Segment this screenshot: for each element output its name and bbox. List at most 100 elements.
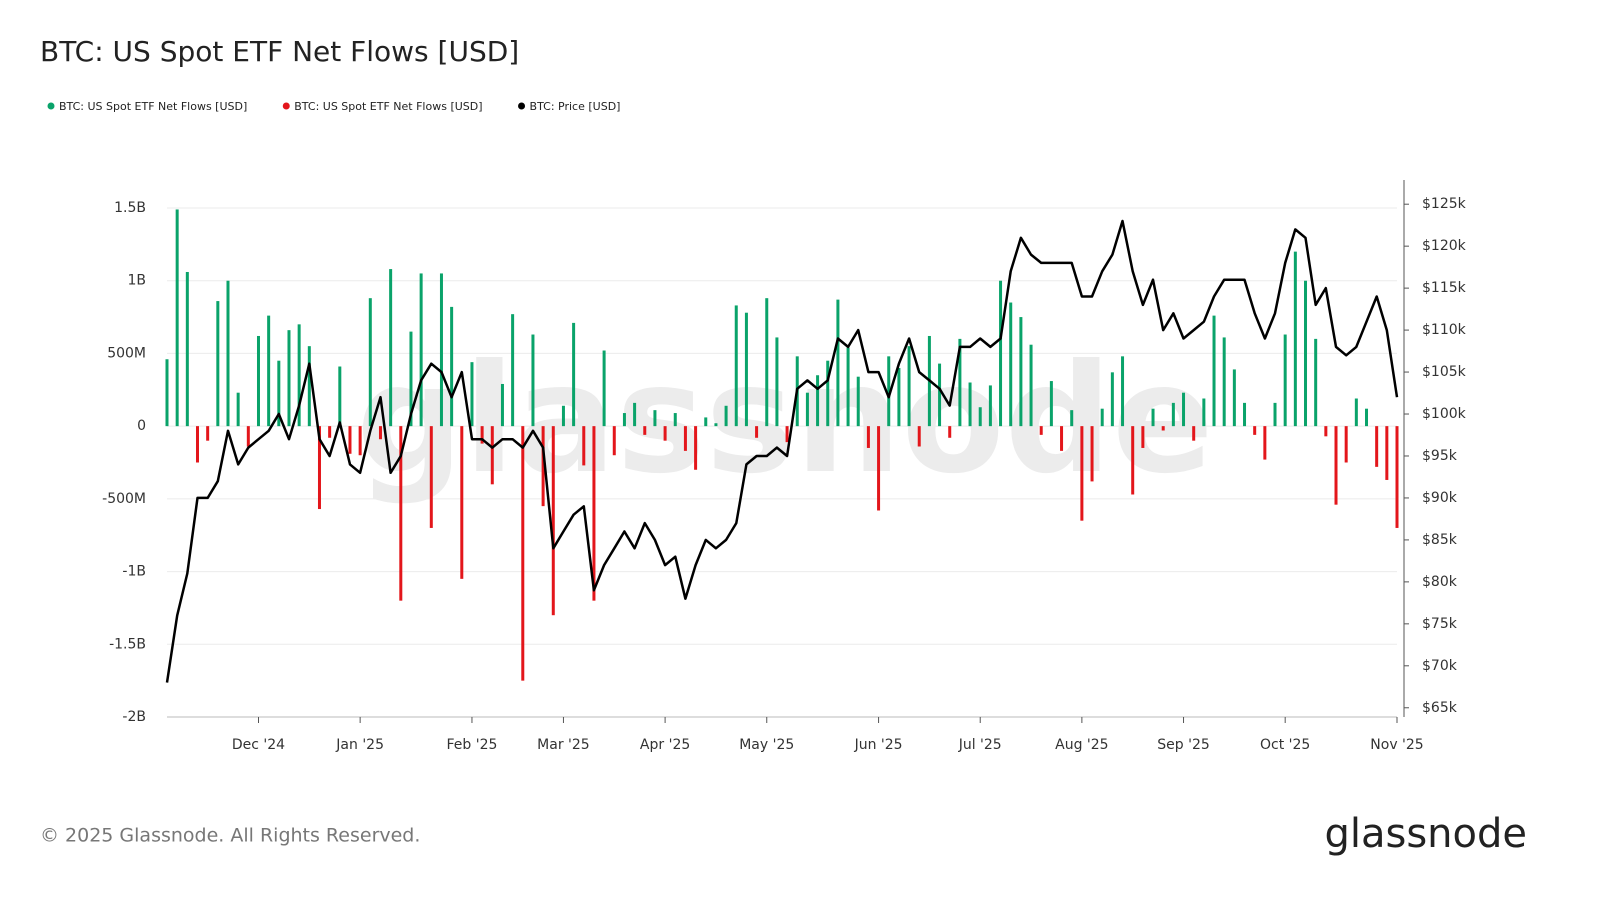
bar <box>1192 426 1196 441</box>
bar <box>582 426 586 466</box>
bar <box>175 209 179 427</box>
bar <box>378 426 382 440</box>
x-tick-label: Jul '25 <box>958 737 1002 753</box>
bar <box>633 402 637 427</box>
bar <box>1283 334 1287 427</box>
bar <box>836 299 840 427</box>
bar <box>1202 398 1206 427</box>
bar <box>653 410 657 427</box>
bar <box>1354 398 1358 427</box>
y2-tick-label: $70k <box>1422 658 1458 674</box>
bar <box>236 392 240 427</box>
bar <box>877 426 881 511</box>
bar <box>917 426 921 447</box>
legend-marker <box>47 102 55 110</box>
bar <box>185 271 189 427</box>
bar <box>866 426 870 448</box>
bar <box>531 334 535 427</box>
bar <box>663 426 667 441</box>
bar <box>1182 392 1186 427</box>
bar <box>307 346 311 427</box>
bar <box>1232 369 1236 427</box>
bar <box>1009 302 1013 427</box>
bar <box>1263 426 1267 460</box>
bar <box>358 426 362 456</box>
bar <box>195 426 199 463</box>
x-tick-label: Aug '25 <box>1055 737 1108 753</box>
bar <box>612 426 616 456</box>
x-tick-label: Feb '25 <box>447 737 498 753</box>
bar <box>704 417 708 427</box>
bar <box>439 273 443 427</box>
bar <box>887 356 891 427</box>
bar <box>1070 410 1074 427</box>
bar <box>1385 426 1389 480</box>
y-tick-label: -500M <box>102 491 146 507</box>
y2-tick-label: $110k <box>1422 322 1467 338</box>
bar <box>968 382 972 427</box>
bar <box>551 426 555 616</box>
bar <box>999 280 1003 427</box>
bar <box>978 407 982 427</box>
bar <box>1304 280 1308 427</box>
x-tick-label: Dec '24 <box>232 737 285 753</box>
legend-label: BTC: US Spot ETF Net Flows [USD] <box>294 100 482 113</box>
bar <box>1161 426 1165 431</box>
legend-label: BTC: US Spot ETF Net Flows [USD] <box>59 100 247 113</box>
bar <box>409 331 413 427</box>
bar <box>958 338 962 427</box>
bar <box>1395 426 1399 528</box>
y2-tick-label: $100k <box>1422 406 1467 422</box>
y2-tick-label: $65k <box>1422 700 1458 716</box>
bar <box>317 426 321 510</box>
footer: © 2025 Glassnode. All Rights Reserved. <box>40 825 420 847</box>
bar <box>1273 402 1277 427</box>
bar <box>938 363 942 427</box>
bar <box>826 360 830 427</box>
bar <box>490 426 494 485</box>
bar <box>1080 426 1084 521</box>
bar <box>1293 251 1297 427</box>
x-tick-label: Mar '25 <box>537 737 590 753</box>
bar <box>368 298 372 427</box>
y-tick-label: 1B <box>127 273 146 289</box>
y2-tick-label: $75k <box>1422 616 1458 632</box>
bar <box>297 324 301 427</box>
legend-label: BTC: Price [USD] <box>530 100 621 113</box>
x-tick-label: Oct '25 <box>1260 737 1310 753</box>
bar <box>1100 408 1104 427</box>
y-tick-label: 0 <box>137 418 146 434</box>
bar <box>1253 426 1257 435</box>
bar <box>948 426 952 438</box>
bar <box>287 330 291 427</box>
bar <box>1365 408 1369 427</box>
y-tick-label: -1.5B <box>109 636 146 652</box>
bar <box>480 426 484 444</box>
bar <box>561 405 565 427</box>
bar <box>897 367 901 427</box>
y-tick-label: 500M <box>107 345 146 361</box>
bar <box>500 383 504 427</box>
bar <box>429 426 433 528</box>
y-tick-label: -2B <box>122 709 146 725</box>
bar <box>1049 381 1053 427</box>
bar <box>338 366 342 427</box>
bar <box>673 413 677 427</box>
bar <box>988 385 992 427</box>
bar <box>206 426 210 441</box>
bar <box>246 426 250 447</box>
bar <box>1151 408 1155 427</box>
bar <box>572 322 576 427</box>
y2-tick-label: $95k <box>1422 448 1458 464</box>
bar <box>256 335 260 427</box>
bar <box>734 305 738 427</box>
price-line <box>165 219 1399 683</box>
x-tick-label: Apr '25 <box>640 737 690 753</box>
bar <box>216 301 220 427</box>
bar <box>328 426 332 438</box>
bar <box>805 392 809 427</box>
x-tick-label: Nov '25 <box>1370 737 1423 753</box>
watermark: glassnode <box>356 333 1214 507</box>
